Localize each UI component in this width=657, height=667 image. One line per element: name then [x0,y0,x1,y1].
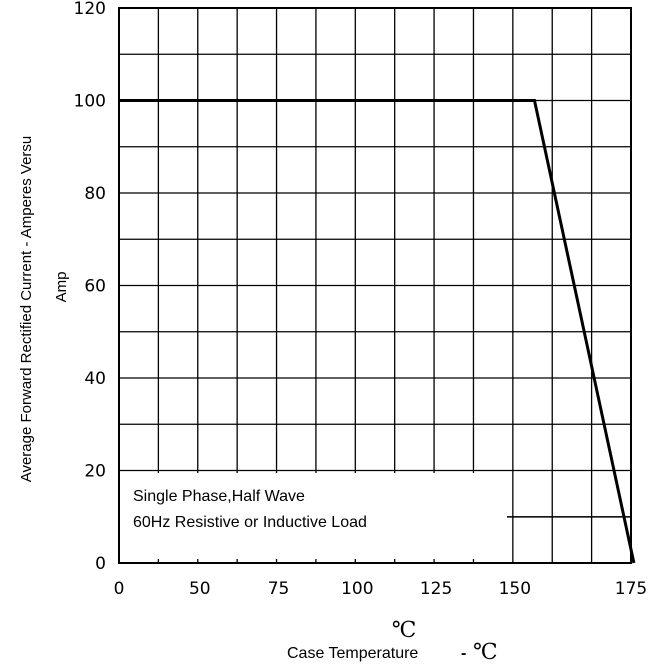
x-tick-label: 75 [268,579,290,599]
x-axis-label-separator: - [461,645,466,662]
x-tick-label: 0 [114,579,125,599]
y-tick-label: 20 [84,462,106,482]
y-tick-label: 0 [95,554,106,574]
series-group [119,99,636,564]
x-tick-label: 125 [420,579,452,599]
x-tick-label: 175 [615,579,647,599]
x-tick-label: 150 [499,579,531,599]
annotation-line-1: Single Phase,Half Wave [133,488,305,505]
x-tick-label: 50 [189,579,211,599]
annotation-box [119,473,507,559]
y-tick-label: 100 [74,92,106,112]
x-unit-symbol: ℃ [392,618,417,643]
x-axis-label-unit: ℃ [473,640,498,665]
series-line-0 [119,99,636,564]
y-tick-label: 40 [84,369,106,389]
x-axis-label: Case Temperature [287,645,418,662]
annotation-line-2: 60Hz Resistive or Inductive Load [133,514,367,531]
x-tick-label: 100 [341,579,373,599]
y-tick-label: 60 [84,277,106,297]
y-axis-label-unit: Amp [53,272,70,303]
plot-frame [118,7,632,564]
y-tick-labels: 0 20 40 60 80 100 120 [74,0,106,574]
y-tick-label: 80 [84,184,106,204]
y-tick-label: 120 [74,0,106,19]
y-axis-label: Average Forward Rectified Current - Ampe… [18,136,35,483]
x-tick-labels: 0 50 75 100 125 150 175 [114,579,648,599]
plot-border [118,7,632,564]
